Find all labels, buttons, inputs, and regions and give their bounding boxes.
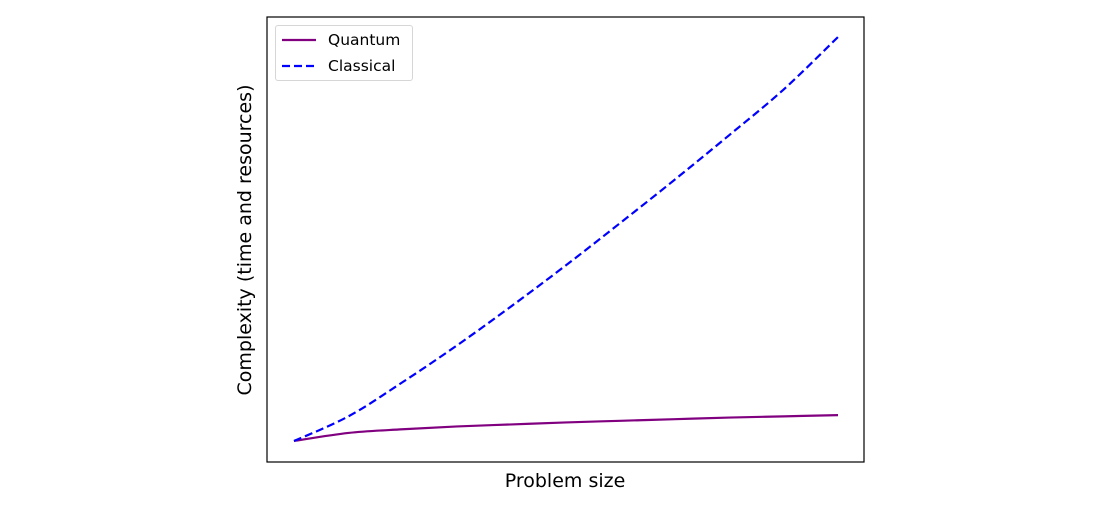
legend-label: Quantum xyxy=(328,31,401,49)
x-axis-label: Problem size xyxy=(504,470,626,492)
legend-label: Classical xyxy=(328,57,396,75)
plot-frame xyxy=(266,16,865,463)
legend: Quantum Classical xyxy=(275,25,413,81)
legend-item-classical: Classical xyxy=(282,56,395,76)
dashed-line-swatch-icon xyxy=(282,64,316,68)
y-axis-label: Complexity (time and resources) xyxy=(234,84,256,396)
solid-line-swatch-icon xyxy=(282,38,316,42)
classical-line xyxy=(293,36,839,443)
quantum-line xyxy=(293,414,839,443)
legend-item-quantum: Quantum xyxy=(282,30,400,50)
